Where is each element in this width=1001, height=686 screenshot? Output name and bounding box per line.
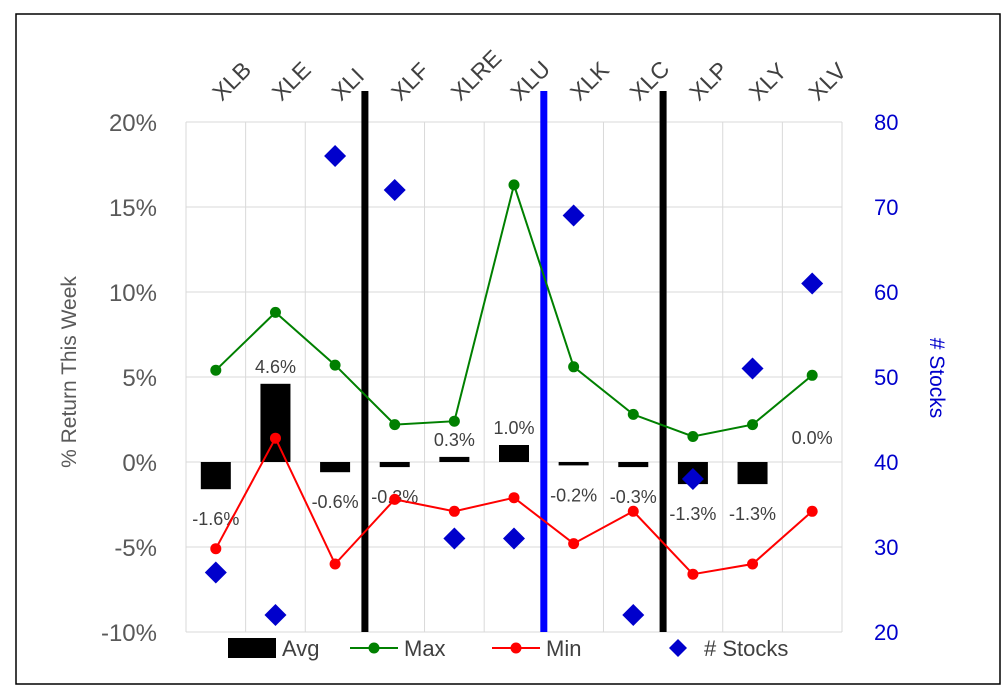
avg-data-label: 0.0% — [792, 428, 833, 448]
left-tick-label: 15% — [109, 195, 157, 222]
max-point — [329, 359, 341, 371]
legend-label: Max — [404, 636, 446, 661]
min-point — [568, 538, 580, 550]
max-point — [269, 306, 281, 318]
max-point — [747, 419, 759, 431]
right-tick-label: 30 — [874, 535, 898, 560]
max-point — [210, 364, 222, 376]
avg-bar — [260, 383, 291, 462]
avg-data-label: 4.6% — [255, 357, 296, 377]
stocks-point — [622, 604, 645, 626]
legend-swatch-marker — [510, 642, 522, 654]
min-point — [269, 432, 281, 444]
min-point — [627, 505, 639, 517]
max-point — [806, 369, 818, 381]
left-tick-label: 10% — [109, 280, 157, 307]
avg-bar — [558, 462, 589, 466]
left-tick-label: 5% — [122, 365, 157, 392]
right-tick-label: 50 — [874, 365, 898, 390]
avg-data-label: 0.3% — [434, 430, 475, 450]
max-point — [687, 431, 699, 442]
right-tick-label: 20 — [874, 620, 898, 645]
stocks-point — [264, 604, 287, 626]
min-point — [448, 505, 460, 517]
min-point — [806, 505, 818, 517]
avg-bar — [618, 462, 649, 468]
stocks-point — [562, 204, 585, 227]
avg-bar — [200, 462, 231, 490]
avg-bar — [499, 445, 529, 462]
stocks-point — [443, 527, 466, 550]
max-point — [448, 415, 460, 427]
min-point — [508, 492, 520, 504]
avg-bar — [320, 462, 351, 473]
min-point — [389, 493, 401, 505]
legend-label: # Stocks — [704, 636, 788, 661]
avg-bar — [379, 462, 410, 468]
right-axis: 80 70 60 50 40 30 20 # Stocks — [874, 110, 948, 645]
stocks-point — [741, 357, 764, 380]
legend-swatch-avg — [228, 638, 276, 658]
legend-swatch-marker — [368, 642, 380, 654]
avg-data-label: -1.3% — [669, 504, 716, 524]
right-axis-title: # Stocks — [925, 338, 948, 419]
min-point — [747, 558, 759, 570]
avg-bar — [737, 462, 768, 485]
left-tick-label: 20% — [109, 110, 157, 137]
left-axis-title: % Return This Week — [58, 276, 81, 468]
stocks-point — [801, 272, 824, 295]
min-point — [687, 568, 699, 580]
right-tick-label: 40 — [874, 450, 898, 475]
stocks-point — [503, 527, 525, 550]
left-axis: 20% 15% 10% 5% 0% -5% -10% % Return This Week — [58, 110, 157, 647]
avg-data-label: -1.6% — [192, 509, 239, 529]
legend: Avg Max Min # Stocks — [228, 636, 788, 661]
max-point — [389, 419, 401, 431]
max-point — [508, 179, 520, 191]
legend-swatch-stocks — [669, 639, 687, 657]
min-point — [210, 543, 222, 555]
avg-data-label: -0.3% — [610, 487, 657, 507]
min-point — [329, 558, 341, 570]
left-tick-label: -5% — [114, 535, 157, 562]
avg-data-labels: -1.6%4.6%-0.6%-0.3%0.3%1.0%-0.2%-0.3%-1.… — [192, 357, 832, 529]
stocks-point — [681, 468, 704, 490]
right-tick-label: 60 — [874, 280, 898, 305]
legend-label: Min — [546, 636, 581, 661]
max-point — [568, 361, 580, 373]
avg-data-label: -0.6% — [312, 492, 359, 512]
avg-data-label: -1.3% — [729, 504, 776, 524]
right-tick-label: 70 — [874, 195, 898, 220]
right-tick-label: 80 — [874, 110, 898, 135]
stocks-point — [383, 179, 406, 201]
avg-data-label: 1.0% — [493, 418, 534, 438]
stocks-point — [204, 561, 227, 584]
max-point — [627, 408, 639, 420]
stocks-point — [324, 145, 347, 167]
line-series — [210, 179, 818, 580]
avg-bar — [439, 456, 470, 462]
left-tick-label: -10% — [101, 620, 157, 647]
chart-border — [15, 13, 1001, 685]
legend-label: Avg — [282, 636, 320, 661]
avg-data-label: -0.2% — [550, 485, 597, 505]
stocks-markers — [204, 145, 824, 626]
left-tick-label: 0% — [122, 450, 157, 477]
